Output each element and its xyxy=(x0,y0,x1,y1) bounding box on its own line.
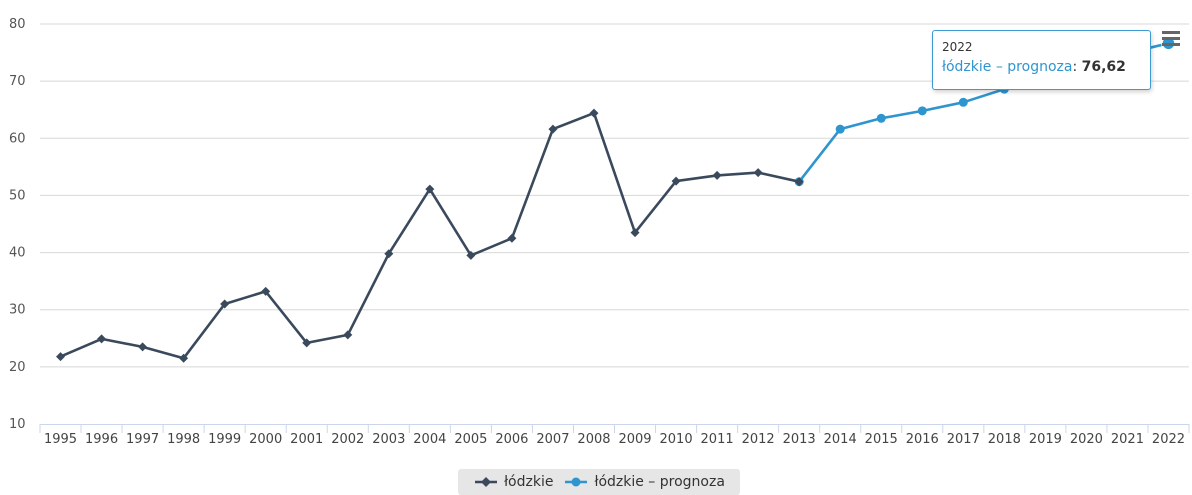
data-point-marker[interactable] xyxy=(630,228,640,238)
y-tick-label: 20 xyxy=(9,360,26,375)
y-tick-label: 10 xyxy=(9,417,26,432)
x-tick-label: 2005 xyxy=(454,432,487,447)
tooltip-separator: : xyxy=(1072,59,1078,75)
y-tick-label: 60 xyxy=(9,131,26,146)
data-point-marker[interactable] xyxy=(671,176,681,186)
chart-gridlines xyxy=(40,23,1189,368)
y-tick-label: 70 xyxy=(9,74,26,89)
x-tick-label: 2002 xyxy=(331,432,364,447)
x-tick-label: 2012 xyxy=(742,432,775,447)
data-point-marker[interactable] xyxy=(753,168,763,178)
x-tick-label: 2017 xyxy=(947,432,980,447)
legend-label-lodzkie-prognoza: łódzkie – prognoza xyxy=(594,474,725,490)
x-tick-label: 2008 xyxy=(577,432,610,447)
data-point-marker[interactable] xyxy=(384,249,394,259)
x-tick-label: 2020 xyxy=(1070,432,1103,447)
data-point-marker[interactable] xyxy=(302,338,312,348)
x-tick-label: 2013 xyxy=(783,432,816,447)
data-point-marker[interactable] xyxy=(343,330,353,340)
tooltip-header: 2022 xyxy=(942,40,973,54)
x-tick-label: 2007 xyxy=(536,432,569,447)
x-tick-label: 2000 xyxy=(249,432,282,447)
data-point-marker[interactable] xyxy=(876,113,886,123)
x-tick-label: 2021 xyxy=(1111,432,1144,447)
data-point-marker[interactable] xyxy=(56,352,66,362)
y-tick-label: 30 xyxy=(9,303,26,318)
data-point-marker[interactable] xyxy=(712,170,722,180)
chart-tooltip: 2022 łódzkie – prognoza: 76,62 xyxy=(932,30,1151,90)
x-tick-label: 2014 xyxy=(824,432,857,447)
data-point-marker[interactable] xyxy=(97,334,107,344)
y-tick-label: 40 xyxy=(9,246,26,261)
circle-line-icon xyxy=(565,477,588,487)
data-point-marker[interactable] xyxy=(548,124,558,134)
chart-y-tick-labels: 10 20 30 40 50 60 70 80 xyxy=(9,17,26,432)
y-tick-label: 50 xyxy=(9,188,26,203)
legend-item-lodzkie-prognoza[interactable]: łódzkie – prognoza xyxy=(563,474,725,490)
x-tick-label: 2011 xyxy=(701,432,734,447)
y-tick-label: 80 xyxy=(9,17,26,32)
x-tick-label: 2004 xyxy=(413,432,446,447)
data-point-marker[interactable] xyxy=(425,184,435,194)
x-tick-label: 2006 xyxy=(495,432,528,447)
data-point-marker[interactable] xyxy=(261,286,271,296)
chart-legend: łódzkie łódzkie – prognoza xyxy=(458,469,740,495)
x-tick-label: 2019 xyxy=(1029,432,1062,447)
data-point-marker[interactable] xyxy=(220,299,230,309)
data-point-marker[interactable] xyxy=(917,106,927,116)
data-point-marker[interactable] xyxy=(835,124,845,134)
tooltip-value: 76,62 xyxy=(1081,59,1126,75)
data-point-marker[interactable] xyxy=(794,177,804,187)
x-tick-label: 1995 xyxy=(44,432,77,447)
x-tick-label: 2018 xyxy=(988,432,1021,447)
x-tick-label: 1997 xyxy=(126,432,159,447)
x-tick-label: 2003 xyxy=(372,432,405,447)
x-tick-label: 2015 xyxy=(865,432,898,447)
tooltip-line: łódzkie – prognoza: 76,62 xyxy=(942,57,1141,77)
series-line xyxy=(59,111,800,360)
data-point-marker[interactable] xyxy=(179,353,189,363)
chart-x-axis xyxy=(39,424,1190,433)
x-tick-label: 2010 xyxy=(660,432,693,447)
x-tick-label: 2001 xyxy=(290,432,323,447)
x-tick-label: 1996 xyxy=(85,432,118,447)
data-point-marker[interactable] xyxy=(958,97,968,107)
tooltip-series-name: łódzkie – prognoza xyxy=(942,59,1073,75)
data-point-marker[interactable] xyxy=(507,233,517,243)
chart-menu-button[interactable] xyxy=(1158,28,1184,50)
x-tick-label: 2022 xyxy=(1152,432,1185,447)
legend-item-lodzkie[interactable]: łódzkie xyxy=(473,474,553,490)
chart-x-tick-labels: 1995 1996 1997 1998 1999 2000 2001 2002 2003 2004… xyxy=(44,432,1185,447)
x-tick-label: 1998 xyxy=(167,432,200,447)
legend-label-lodzkie: łódzkie xyxy=(504,474,554,490)
x-tick-label: 2016 xyxy=(906,432,939,447)
x-tick-label: 2009 xyxy=(618,432,651,447)
x-tick-label: 1999 xyxy=(208,432,241,447)
data-point-marker[interactable] xyxy=(589,108,599,118)
hamburger-menu-icon xyxy=(1162,31,1180,46)
data-point-marker[interactable] xyxy=(138,342,148,352)
data-point-marker[interactable] xyxy=(466,250,476,260)
diamond-line-icon xyxy=(475,477,498,487)
